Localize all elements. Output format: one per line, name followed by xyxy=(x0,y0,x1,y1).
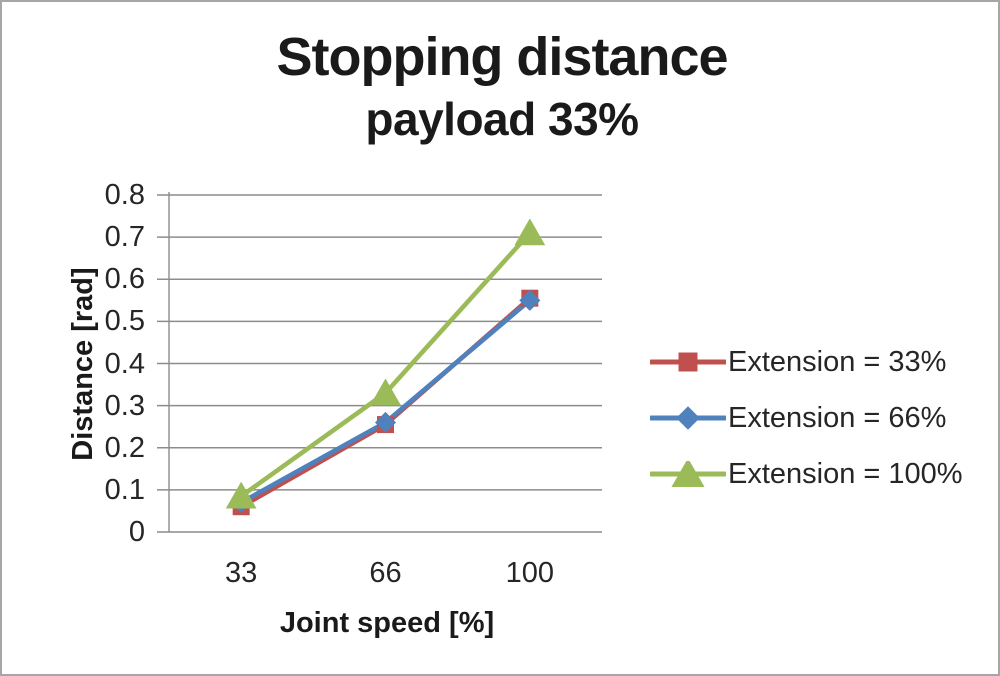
legend: Extension = 33% Extension = 66% Extension … xyxy=(650,346,963,490)
triangle-marker-icon xyxy=(514,218,546,246)
diamond-marker-icon xyxy=(676,406,700,430)
y-tick-label: 0.6 xyxy=(104,263,145,296)
y-tick-label: 0.7 xyxy=(104,221,145,254)
legend-item-label: Extension = 100% xyxy=(728,458,963,490)
y-tick-label: 0 xyxy=(128,516,145,548)
chart-subtitle: payload 33% xyxy=(365,93,639,145)
triangle-marker-icon xyxy=(671,461,705,487)
x-tick-label: 66 xyxy=(369,557,402,589)
x-tick-label: 100 xyxy=(505,557,555,589)
x-tick-label: 33 xyxy=(225,557,258,589)
chart-title: Stopping distance xyxy=(276,27,728,87)
legend-item: Extension = 33% xyxy=(650,346,963,378)
y-tick-label: 0.1 xyxy=(104,473,145,506)
legend-item: Extension = 66% xyxy=(650,402,963,434)
legend-marker-triangle-icon xyxy=(650,461,726,487)
y-axis-title: Distance [rad] xyxy=(67,267,99,461)
y-tick-label: 0.4 xyxy=(104,347,145,380)
legend-item-label: Extension = 66% xyxy=(728,402,947,434)
legend-item: Extension = 100% xyxy=(650,458,963,490)
y-tick-label: 0.3 xyxy=(104,389,145,422)
diamond-marker-icon xyxy=(374,411,397,434)
x-axis-title: Joint speed [%] xyxy=(279,607,495,639)
triangle-marker-icon xyxy=(370,378,401,406)
y-tick-label: 0.2 xyxy=(104,431,145,464)
legend-item-label: Extension = 33% xyxy=(728,346,947,378)
triangle-marker-icon xyxy=(225,481,257,509)
y-tick-label: 0.5 xyxy=(104,305,145,338)
square-marker-icon xyxy=(678,352,698,372)
legend-marker-square-icon xyxy=(650,352,726,372)
legend-marker-diamond-icon xyxy=(650,406,726,430)
series-line xyxy=(238,230,533,499)
y-tick-label: 0.8 xyxy=(104,179,145,211)
diamond-marker-icon xyxy=(519,289,541,311)
